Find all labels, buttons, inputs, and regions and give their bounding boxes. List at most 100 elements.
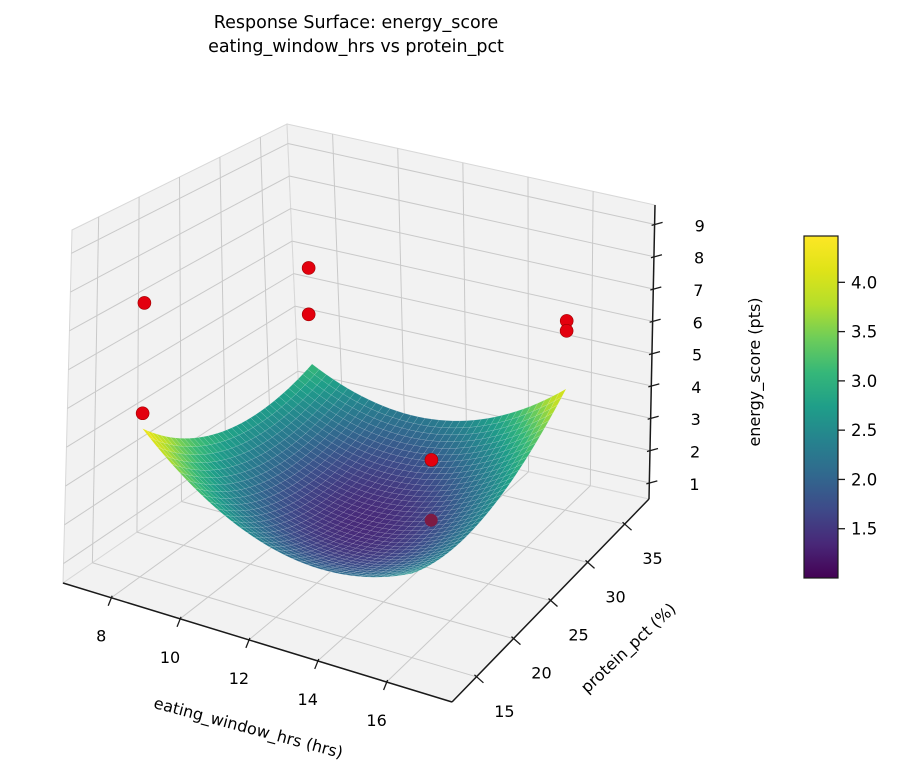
surface-mesh-cell — [455, 535, 468, 543]
z-tick-label-8: 8 — [694, 249, 704, 268]
surface-mesh-cell — [506, 469, 520, 481]
grid-leftwall-z-5 — [67, 273, 294, 409]
grid-rightwall-z-3 — [296, 338, 651, 419]
scatter-point-7 — [424, 513, 438, 527]
z-tick-6 — [649, 318, 661, 323]
colorbar-tick-label-3.5: 3.5 — [851, 323, 877, 342]
z-tick-1 — [646, 480, 658, 485]
x-tick-8 — [107, 595, 113, 606]
grid-wall-x-12 — [462, 162, 468, 458]
scatter-point-3 — [301, 307, 316, 322]
z-axis-label: energy_score (pts) — [745, 297, 765, 446]
z-tick-5 — [648, 350, 661, 356]
grid-rightwall-z-8 — [289, 175, 655, 258]
surface-mesh-cell — [468, 521, 481, 530]
x-tick-label-12: 12 — [229, 669, 249, 688]
y-tick-label-30: 30 — [605, 587, 625, 606]
surface-mesh-cell — [485, 499, 499, 510]
y-tick-label-25: 25 — [568, 626, 588, 645]
grid-rightwall-z-5 — [293, 273, 653, 355]
grid-floor-y-15 — [92, 562, 477, 678]
grid-leftwall-z-4 — [66, 305, 296, 448]
colorbar-tick-label-1.5: 1.5 — [851, 520, 877, 539]
x-tick-label-14: 14 — [298, 690, 318, 709]
x-tick-14 — [314, 658, 320, 670]
grid-wall-x-16 — [589, 191, 594, 486]
colorbar-tick-label-3: 3.0 — [851, 372, 877, 391]
x-tick-label-10: 10 — [160, 648, 180, 667]
grid-leftwall-z-8 — [70, 175, 290, 293]
surface-mesh-cell — [451, 539, 464, 546]
grid-wall-x-10 — [397, 148, 406, 444]
surface-mesh-cell — [464, 526, 477, 534]
grid-leftwall-z-6 — [68, 240, 293, 371]
y-tick-label-20: 20 — [531, 664, 551, 683]
surface-mesh-cell — [408, 569, 421, 574]
z-tick-7 — [650, 286, 662, 291]
x-tick-label-16: 16 — [366, 711, 386, 730]
scatter-point-6 — [424, 453, 439, 467]
grid-rightwall-z-9 — [287, 143, 655, 225]
grid-leftwall-z-3 — [65, 338, 297, 487]
z-axis-spine — [648, 204, 656, 500]
chart-title-line-2: eating_window_hrs vs protein_pct — [208, 37, 504, 57]
surface-mesh-cell — [480, 505, 494, 515]
y-tick-15 — [474, 674, 484, 684]
y-tick-30 — [585, 559, 595, 569]
x-tick-label-8: 8 — [96, 627, 106, 646]
z-tick-label-2: 2 — [690, 443, 700, 462]
grid-leftwall-z-7 — [69, 208, 291, 332]
colorbar-tick-label-4: 4.0 — [851, 273, 877, 292]
scatter-point-2 — [301, 261, 316, 275]
colorbar: 1.5 2.0 2.5 3.0 3.5 4.0 — [803, 235, 877, 579]
surface-mesh-cell — [498, 482, 511, 493]
colorbar-gradient — [803, 235, 839, 579]
x-tick-10 — [176, 616, 182, 628]
y-tick-20 — [511, 636, 521, 646]
y-axis-label: protein_pct (%) — [577, 599, 681, 697]
z-tick-8 — [650, 254, 663, 259]
surface-mesh-cell — [425, 560, 438, 566]
scatter-point-1 — [135, 406, 150, 421]
x-tick-12 — [245, 637, 251, 649]
y-tick-25 — [548, 598, 558, 607]
y-tick-label-15: 15 — [494, 702, 514, 721]
scatter-point-5 — [559, 324, 574, 338]
grid-rightwall-z-4 — [294, 305, 652, 387]
grid-rightwall-z-6 — [292, 240, 653, 322]
surface-mesh — [142, 363, 567, 578]
surface-mesh-cell — [404, 571, 417, 575]
z-tick-9 — [651, 221, 663, 227]
y-tick-label-35: 35 — [642, 549, 662, 568]
grid-rightwall-z-7 — [290, 208, 654, 290]
scatter-point-0 — [137, 296, 152, 310]
grid-floor-y-20 — [136, 531, 514, 640]
surface-mesh-cell — [476, 510, 490, 520]
grid-wall-x-8 — [332, 134, 344, 430]
x-tick-16 — [382, 679, 389, 691]
y-tick-35 — [622, 521, 632, 531]
z-tick-label-9: 9 — [695, 216, 705, 235]
z-tick-label-7: 7 — [693, 281, 703, 300]
surface-mesh-cell — [545, 404, 559, 418]
surface-mesh-cell — [493, 488, 507, 499]
grid-wall-y-20 — [136, 196, 140, 533]
z-tick-label-3: 3 — [691, 410, 701, 429]
z-tick-label-1: 1 — [689, 475, 699, 494]
surface-mesh-cell — [472, 516, 485, 525]
surface-mesh-cell — [430, 557, 443, 563]
surface-mesh-cell — [523, 442, 537, 454]
z-tick-3 — [647, 415, 659, 420]
colorbar-tick-label-2: 2.0 — [851, 470, 877, 489]
z-tick-2 — [646, 447, 659, 453]
surface-mesh-cell — [421, 562, 434, 568]
z-tick-label-4: 4 — [691, 378, 701, 397]
surface-mesh-cell — [519, 449, 533, 461]
z-tick-label-5: 5 — [692, 346, 702, 365]
grid-leftwall-z-9 — [71, 143, 289, 254]
z-tick-label-6: 6 — [693, 313, 703, 332]
grid-wall-y-15 — [91, 216, 100, 563]
